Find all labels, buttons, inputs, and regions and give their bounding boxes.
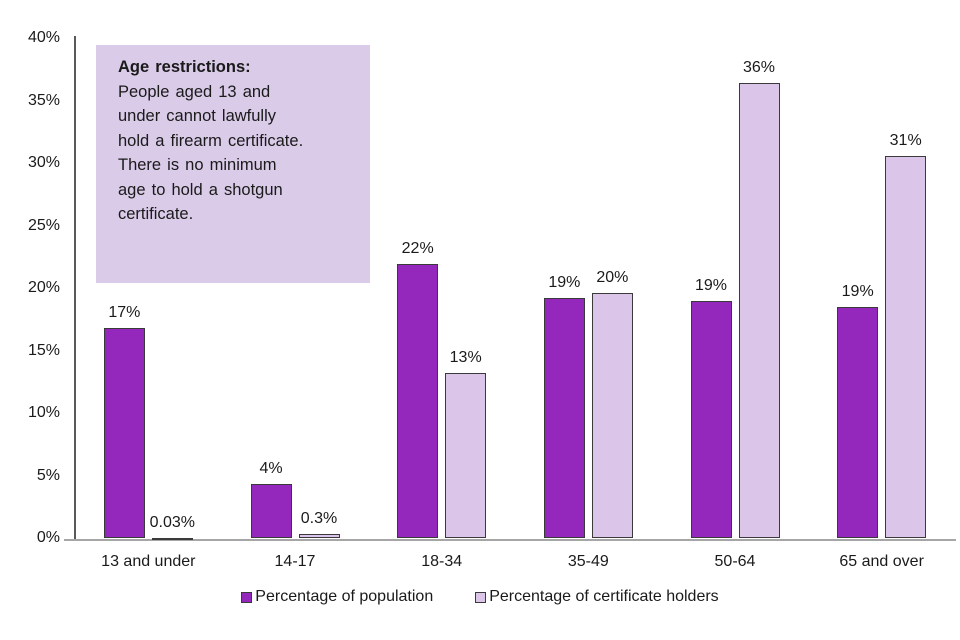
- annotation-line: People aged 13 and: [118, 82, 271, 101]
- y-tick-label: 35%: [27, 91, 60, 109]
- bar-certificate-holders: [298, 534, 340, 538]
- bar-population: [397, 264, 439, 538]
- legend-label-certificate-holders: Percentage of certificate holders: [489, 588, 719, 605]
- bar-value-label: 36%: [742, 59, 776, 76]
- bar-certificate-holders: [445, 373, 487, 538]
- legend-label-population: Percentage of population: [255, 588, 434, 605]
- bar-value-label: 0.03%: [149, 513, 196, 531]
- x-axis-category-label: 14-17: [274, 553, 316, 570]
- bar-value-label: 17%: [108, 304, 141, 321]
- bar-certificate-holders: [738, 83, 780, 538]
- annotation-line: under cannot lawfully: [118, 107, 277, 125]
- bar-population: [250, 484, 292, 538]
- bar-population: [837, 306, 879, 538]
- y-tick-label: 30%: [27, 154, 60, 171]
- y-axis-line: [74, 36, 76, 540]
- annotation-body: People aged 13 and under cannot lawfully h…: [118, 80, 354, 227]
- annotation-line: certificate.: [118, 205, 194, 223]
- x-axis-category-label: 13 and under: [101, 553, 196, 570]
- bar-value-label: 4%: [259, 460, 283, 478]
- annotation-title: Age restrictions:: [118, 58, 251, 76]
- annotation-line: There is no minimum: [118, 156, 277, 174]
- annotation-line: hold a firearm certificate.: [118, 131, 304, 150]
- x-axis-category-label: 18-34: [421, 553, 463, 570]
- age-restrictions-note: Age restrictions: People aged 13 and unde…: [96, 45, 370, 283]
- certificate-holders-swatch-icon: [475, 591, 487, 603]
- bar-population: [690, 300, 732, 538]
- bar-value-label: 19%: [694, 276, 728, 294]
- x-axis-category-label: 50-64: [714, 553, 756, 570]
- y-tick-label: 25%: [27, 216, 60, 234]
- y-tick-label: 0%: [36, 529, 60, 546]
- legend-item-certificate-holders: Percentage of certificate holders: [475, 588, 719, 606]
- y-tick-label: 20%: [27, 279, 60, 296]
- bar-value-label: 20%: [596, 269, 629, 286]
- y-tick-label: 40%: [27, 29, 60, 46]
- y-tick-label: 5%: [36, 466, 60, 484]
- x-axis-category-label: 35-49: [567, 553, 609, 570]
- bar-certificate-holders: [151, 537, 193, 540]
- bar-value-label: 31%: [889, 131, 922, 149]
- bar-population: [543, 298, 585, 538]
- bar-value-label: 19%: [841, 282, 874, 300]
- annotation-line: age to hold a shotgun: [118, 180, 283, 199]
- legend-item-population: Percentage of population: [241, 588, 433, 606]
- bar-certificate-holders: [591, 293, 633, 538]
- x-axis-category-label: 65 and over: [839, 553, 924, 570]
- legend: Percentage of population Percentage of c…: [0, 588, 960, 606]
- bar-certificate-holders: [885, 155, 927, 538]
- bar-value-label: 19%: [548, 274, 581, 291]
- bar-population: [103, 328, 145, 538]
- y-tick-label: 15%: [27, 341, 60, 359]
- y-tick-label: 10%: [27, 404, 60, 421]
- x-axis-line: [64, 539, 956, 541]
- bar-value-label: 22%: [401, 240, 434, 258]
- population-swatch-icon: [241, 591, 253, 603]
- bar-value-label: 0.3%: [300, 510, 338, 528]
- bar-value-label: 13%: [449, 349, 482, 366]
